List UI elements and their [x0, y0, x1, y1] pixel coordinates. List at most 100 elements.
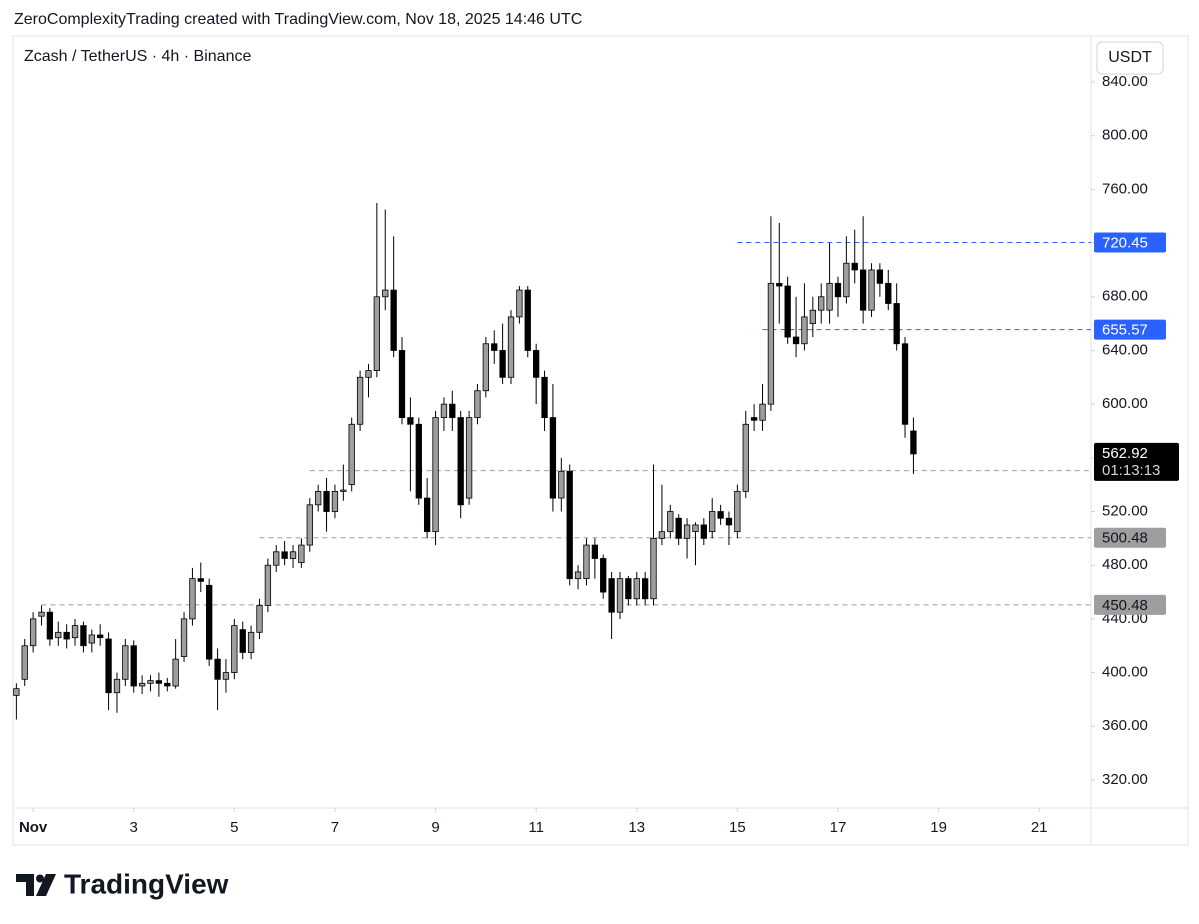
candle-body	[750, 417, 758, 421]
candle-body	[893, 303, 900, 345]
candle-body	[591, 544, 599, 559]
candle-body	[533, 350, 540, 378]
candle-body	[97, 634, 104, 639]
candle-body	[650, 537, 657, 600]
candle-body	[809, 309, 816, 325]
brand-logo	[16, 874, 56, 896]
y-tick-label: 600.00	[1102, 395, 1148, 412]
candle-body	[851, 262, 858, 271]
candle-body	[868, 269, 875, 311]
candle-body	[315, 490, 322, 506]
candle-body	[818, 296, 825, 311]
candle-body	[356, 376, 364, 425]
candle-body	[541, 376, 548, 418]
candle-body	[683, 524, 691, 539]
x-tick-label: Nov	[19, 819, 48, 836]
candle-body	[876, 269, 884, 284]
logo-shape	[36, 874, 44, 883]
candle-body	[692, 524, 699, 533]
candle-body	[583, 544, 590, 580]
candle-body	[633, 578, 640, 600]
candle-body	[784, 285, 791, 338]
x-tick-label: 7	[331, 819, 339, 836]
candle-body	[264, 564, 272, 606]
candle-body	[524, 289, 531, 351]
plot	[13, 202, 1091, 720]
candle-body	[180, 618, 188, 657]
candle-body	[29, 618, 37, 647]
candle-body	[289, 551, 297, 559]
candle-body	[348, 423, 355, 486]
x-tick-label: 17	[830, 819, 847, 836]
y-tick-label: 680.00	[1102, 288, 1148, 305]
candle-body	[658, 531, 666, 539]
candle-body	[122, 645, 129, 680]
candle-body	[231, 625, 238, 673]
candle-body	[46, 611, 54, 640]
currency-box[interactable]	[1096, 41, 1164, 75]
candle-body	[616, 578, 624, 613]
candle-body	[365, 370, 372, 378]
candle-body	[423, 497, 431, 533]
candle-body	[843, 262, 850, 298]
y-tick-label: 760.00	[1102, 180, 1148, 197]
header: ZeroComplexityTrading created with Tradi…	[14, 11, 582, 28]
candle-body	[558, 470, 565, 499]
candle-body	[734, 490, 741, 533]
candle-body	[71, 625, 79, 639]
countdown: 01:13:13	[1102, 462, 1160, 479]
candle-body	[164, 682, 171, 687]
candle-body	[792, 336, 800, 345]
candle-body	[298, 544, 305, 563]
candle-body	[700, 524, 707, 539]
candle-body	[709, 511, 716, 533]
candle-body	[574, 571, 582, 580]
x-tick-label: 9	[431, 819, 439, 836]
candle-body	[13, 688, 20, 696]
candle-body	[507, 316, 515, 378]
candle-body	[834, 282, 842, 298]
candle-body	[759, 403, 766, 421]
candle-body	[432, 417, 439, 533]
candle-body	[859, 269, 867, 311]
candle-body	[373, 296, 380, 371]
y-tick-label: 480.00	[1102, 556, 1148, 573]
level-label-box	[1094, 527, 1166, 548]
candle-body	[147, 680, 154, 684]
candle-body	[398, 350, 406, 418]
y-tick-label: 320.00	[1102, 771, 1148, 788]
candle-body	[390, 289, 397, 351]
candle-body	[776, 282, 783, 287]
candle-body	[331, 490, 339, 512]
candle-body	[247, 631, 255, 653]
candle-body	[549, 417, 557, 499]
candle-body	[516, 289, 523, 318]
level-label-box	[1094, 594, 1166, 615]
y-tick-label: 800.00	[1102, 127, 1148, 144]
candle-body	[239, 629, 246, 653]
candle-body	[38, 611, 45, 617]
logo-shape	[36, 874, 56, 896]
candle-body	[172, 658, 179, 687]
level-label-box	[1094, 319, 1166, 340]
x-tick-label: 13	[628, 819, 645, 836]
candle-body	[206, 584, 213, 660]
x-tick-label: 19	[930, 819, 947, 836]
level-label: 500.48	[1102, 530, 1148, 547]
candle-body	[440, 403, 448, 418]
candle-body	[63, 631, 70, 640]
currency[interactable]: USDT	[1108, 49, 1152, 66]
chart-title: Zcash / TetherUS · 4h · Binance	[24, 48, 251, 65]
candle-body	[608, 578, 615, 613]
y-tick-label: 840.00	[1102, 73, 1148, 90]
candle-body	[222, 672, 230, 680]
brand: TradingView	[64, 868, 229, 899]
frame	[12, 35, 1189, 846]
candle-body	[465, 417, 473, 499]
y-tick-label: 400.00	[1102, 664, 1148, 681]
candle-body	[499, 350, 506, 378]
candle-body	[675, 517, 682, 539]
candle-body	[566, 470, 573, 580]
y-tick-label: 360.00	[1102, 717, 1148, 734]
